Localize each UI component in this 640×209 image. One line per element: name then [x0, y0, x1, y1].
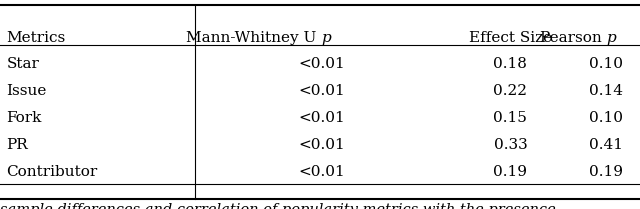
Text: <0.01: <0.01	[298, 111, 345, 125]
Text: 0.22: 0.22	[493, 84, 527, 98]
Text: Contributor: Contributor	[6, 166, 98, 179]
Text: 0.41: 0.41	[589, 138, 623, 152]
Text: <0.01: <0.01	[298, 138, 345, 152]
Text: Pearson: Pearson	[540, 31, 607, 45]
Text: sample differences and correlation of popularity metrics with the presence: sample differences and correlation of po…	[0, 203, 556, 209]
Text: 0.10: 0.10	[589, 57, 623, 71]
Text: p: p	[321, 31, 332, 45]
Text: 0.14: 0.14	[589, 84, 623, 98]
Text: 0.10: 0.10	[589, 111, 623, 125]
Text: PR: PR	[6, 138, 28, 152]
Text: 0.19: 0.19	[493, 166, 527, 179]
Text: <0.01: <0.01	[298, 166, 345, 179]
Text: p: p	[607, 31, 616, 45]
Text: Fork: Fork	[6, 111, 42, 125]
Text: 0.15: 0.15	[493, 111, 527, 125]
Text: <0.01: <0.01	[298, 84, 345, 98]
Text: 0.19: 0.19	[589, 166, 623, 179]
Text: Mann-Whitney U: Mann-Whitney U	[186, 31, 321, 45]
Text: Star: Star	[6, 57, 39, 71]
Text: <0.01: <0.01	[298, 57, 345, 71]
Text: Effect Size: Effect Size	[469, 31, 552, 45]
Text: Metrics: Metrics	[6, 31, 66, 45]
Text: Issue: Issue	[6, 84, 47, 98]
Text: 0.33: 0.33	[493, 138, 527, 152]
Text: 0.18: 0.18	[493, 57, 527, 71]
